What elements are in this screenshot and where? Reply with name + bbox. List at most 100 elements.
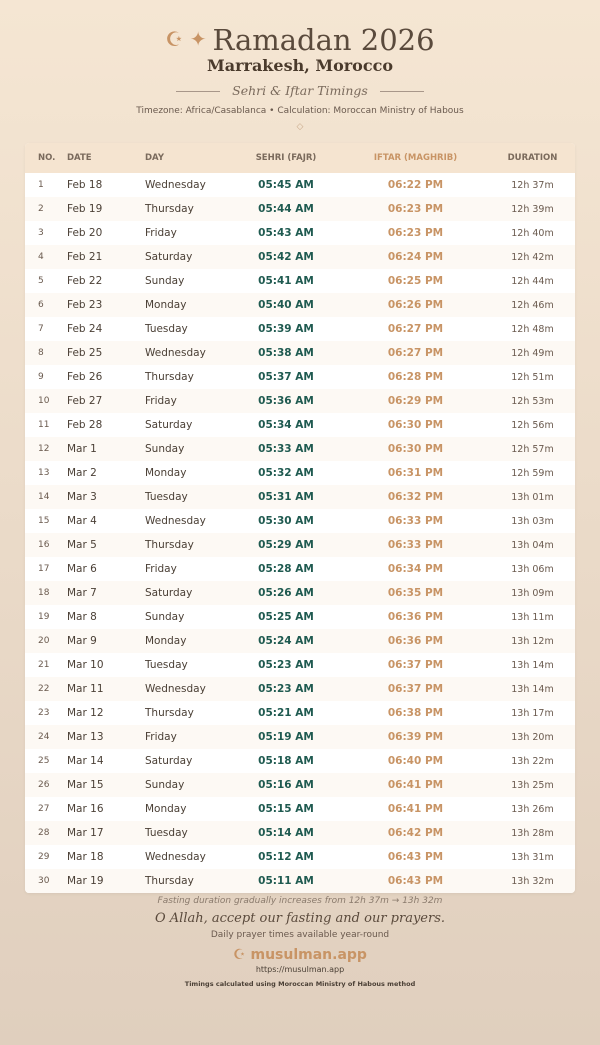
date: Mar 8 (67, 611, 97, 623)
sehri-time: 05:32 AM (258, 467, 314, 479)
iftar-time: 06:33 PM (387, 515, 444, 527)
date: Mar 6 (67, 563, 97, 575)
sehri-time: 05:44 AM (258, 203, 314, 215)
sehri-time: 05:33 AM (258, 443, 314, 455)
fast-duration: 12h 49m (511, 347, 554, 359)
fast-duration: 13h 04m (511, 539, 554, 551)
sehri-time: 05:15 AM (258, 803, 314, 815)
weekday: Wednesday (145, 683, 206, 695)
fast-duration: 12h 48m (511, 323, 554, 335)
table-row: 28 Mar 17 Tuesday 05:14 AM 06:42 PM 13h 28m (25, 821, 575, 845)
fast-duration: 13h 06m (511, 563, 554, 575)
iftar-time: 06:41 PM (387, 779, 444, 791)
sehri-time: 05:38 AM (258, 347, 314, 359)
weekday: Thursday (145, 539, 194, 551)
weekday: Monday (145, 803, 187, 815)
table-row: 12 Mar 1 Sunday 05:33 AM 06:30 PM 12h 57m (25, 437, 575, 461)
sehri-time: 05:24 AM (258, 635, 314, 647)
day-number: 1 (38, 180, 44, 190)
table-row: 22 Mar 11 Wednesday 05:23 AM 06:37 PM 13h 14m (25, 677, 575, 701)
weekday: Sunday (145, 611, 185, 623)
iftar-time: 06:33 PM (387, 539, 444, 551)
iftar-time: 06:34 PM (387, 563, 444, 575)
column-header-sehri-time: SEHRI (FAJR) (255, 153, 317, 163)
weekday: Wednesday (145, 515, 206, 527)
fast-duration: 13h 14m (511, 659, 554, 671)
table-row: 30 Mar 19 Thursday 05:11 AM 06:43 PM 13h 32m (25, 869, 575, 893)
sehri-time: 05:11 AM (258, 875, 314, 887)
iftar-time: 06:23 PM (387, 227, 444, 239)
date: Mar 9 (67, 635, 97, 647)
date: Mar 13 (67, 731, 104, 743)
iftar-time: 06:23 PM (387, 203, 444, 215)
day-number: 8 (38, 348, 44, 358)
duration-note: Fasting duration gradually increases fro… (157, 896, 443, 906)
crescent-star-icon: ☪ ✦ (165, 27, 207, 51)
date: Feb 18 (67, 179, 103, 191)
fast-duration: 12h 59m (511, 467, 554, 479)
weekday: Tuesday (145, 827, 188, 839)
table-row: 29 Mar 18 Wednesday 05:12 AM 06:43 PM 13h 31m (25, 845, 575, 869)
day-number: 3 (38, 228, 44, 238)
weekday: Friday (145, 731, 177, 743)
city-name: Marrakesh, Morocco (207, 56, 393, 75)
day-number: 7 (38, 324, 44, 334)
fast-duration: 13h 11m (511, 611, 554, 623)
table-row: 11 Feb 28 Saturday 05:34 AM 06:30 PM 12h 56m (25, 413, 575, 437)
sehri-time: 05:40 AM (258, 299, 314, 311)
sehri-time: 05:12 AM (258, 851, 314, 863)
day-number: 21 (38, 660, 50, 670)
day-number: 14 (38, 492, 50, 502)
sehri-time: 05:29 AM (258, 539, 314, 551)
sehri-time: 05:25 AM (258, 611, 314, 623)
day-number: 13 (38, 468, 50, 478)
page-title: ☪ ✦ Ramadan 2026 (0, 0, 600, 55)
table-row: 15 Mar 4 Wednesday 05:30 AM 06:33 PM 13h 03m (25, 509, 575, 533)
table-header: NO. DATE DAY SEHRI (FAJR) IFTAR (MAGHRIB) DUR… (25, 143, 575, 173)
weekday: Thursday (145, 203, 194, 215)
iftar-time: 06:43 PM (387, 851, 444, 863)
iftar-time: 06:38 PM (387, 707, 444, 719)
day-number: 16 (38, 540, 50, 550)
title-text: Ramadan 2026 (212, 23, 435, 57)
header: ☪ ✦ Ramadan 2026 Marrakesh, Morocco Sehri… (0, 0, 600, 133)
table-row: 25 Mar 14 Saturday 05:18 AM 06:40 PM 13h 22m (25, 749, 575, 773)
day-number: 23 (38, 708, 50, 718)
date: Feb 28 (67, 419, 103, 431)
table-row: 20 Mar 9 Monday 05:24 AM 06:36 PM 13h 12m (25, 629, 575, 653)
weekday: Tuesday (145, 491, 188, 503)
day-number: 2 (38, 204, 44, 214)
date: Mar 17 (67, 827, 104, 839)
weekday: Monday (145, 635, 187, 647)
day-number: 25 (38, 756, 50, 766)
day-number: 9 (38, 372, 44, 382)
fast-duration: 13h 09m (511, 587, 554, 599)
sehri-time: 05:30 AM (258, 515, 314, 527)
brand[interactable]: ☪ musulman.app (0, 946, 600, 964)
weekday: Saturday (145, 251, 193, 263)
day-number: 18 (38, 588, 50, 598)
weekday: Wednesday (145, 851, 206, 863)
iftar-time: 06:25 PM (387, 275, 444, 287)
sehri-time: 05:41 AM (258, 275, 314, 287)
table-row: 5 Feb 22 Sunday 05:41 AM 06:25 PM 12h 44m (25, 269, 575, 293)
column-header-fast-duration: DURATION (507, 153, 558, 163)
table-row: 3 Feb 20 Friday 05:43 AM 06:23 PM 12h 40m (25, 221, 575, 245)
fast-duration: 12h 46m (511, 299, 554, 311)
date: Mar 14 (67, 755, 104, 767)
fast-duration: 13h 12m (511, 635, 554, 647)
fast-duration: 13h 14m (511, 683, 554, 695)
iftar-time: 06:41 PM (387, 803, 444, 815)
table-row: 4 Feb 21 Saturday 05:42 AM 06:24 PM 12h 42m (25, 245, 575, 269)
fast-duration: 13h 25m (511, 779, 554, 791)
table-row: 19 Mar 8 Sunday 05:25 AM 06:36 PM 13h 11m (25, 605, 575, 629)
fast-duration: 13h 20m (511, 731, 554, 743)
fast-duration: 13h 17m (511, 707, 554, 719)
divider (176, 90, 221, 92)
brand-name: musulman.app (250, 947, 367, 963)
iftar-time: 06:37 PM (387, 683, 444, 695)
iftar-time: 06:24 PM (387, 251, 444, 263)
sehri-time: 05:42 AM (258, 251, 314, 263)
diamond-icon: ◇ (296, 122, 304, 132)
website-link[interactable]: https://musulman.app (255, 965, 345, 974)
